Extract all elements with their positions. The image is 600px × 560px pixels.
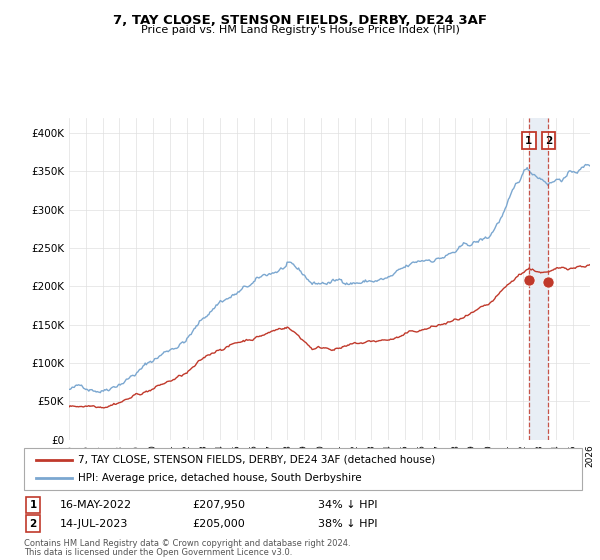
Text: 16-MAY-2022: 16-MAY-2022 [60, 500, 132, 510]
Text: £207,950: £207,950 [192, 500, 245, 510]
Bar [529, 118, 548, 440]
Text: Contains HM Land Registry data © Crown copyright and database right 2024.: Contains HM Land Registry data © Crown c… [24, 539, 350, 548]
Text: 14-JUL-2023: 14-JUL-2023 [60, 519, 128, 529]
Text: Price paid vs. HM Land Registry's House Price Index (HPI): Price paid vs. HM Land Registry's House … [140, 25, 460, 35]
Text: 2: 2 [29, 519, 37, 529]
Text: 7, TAY CLOSE, STENSON FIELDS, DERBY, DE24 3AF: 7, TAY CLOSE, STENSON FIELDS, DERBY, DE2… [113, 14, 487, 27]
Text: 1: 1 [29, 500, 37, 510]
Text: 34% ↓ HPI: 34% ↓ HPI [318, 500, 377, 510]
Text: This data is licensed under the Open Government Licence v3.0.: This data is licensed under the Open Gov… [24, 548, 292, 557]
Text: 38% ↓ HPI: 38% ↓ HPI [318, 519, 377, 529]
Text: 7, TAY CLOSE, STENSON FIELDS, DERBY, DE24 3AF (detached house): 7, TAY CLOSE, STENSON FIELDS, DERBY, DE2… [78, 455, 435, 465]
Text: 1: 1 [525, 136, 532, 146]
Text: £205,000: £205,000 [192, 519, 245, 529]
Text: HPI: Average price, detached house, South Derbyshire: HPI: Average price, detached house, Sout… [78, 473, 362, 483]
Text: 2: 2 [545, 136, 552, 146]
